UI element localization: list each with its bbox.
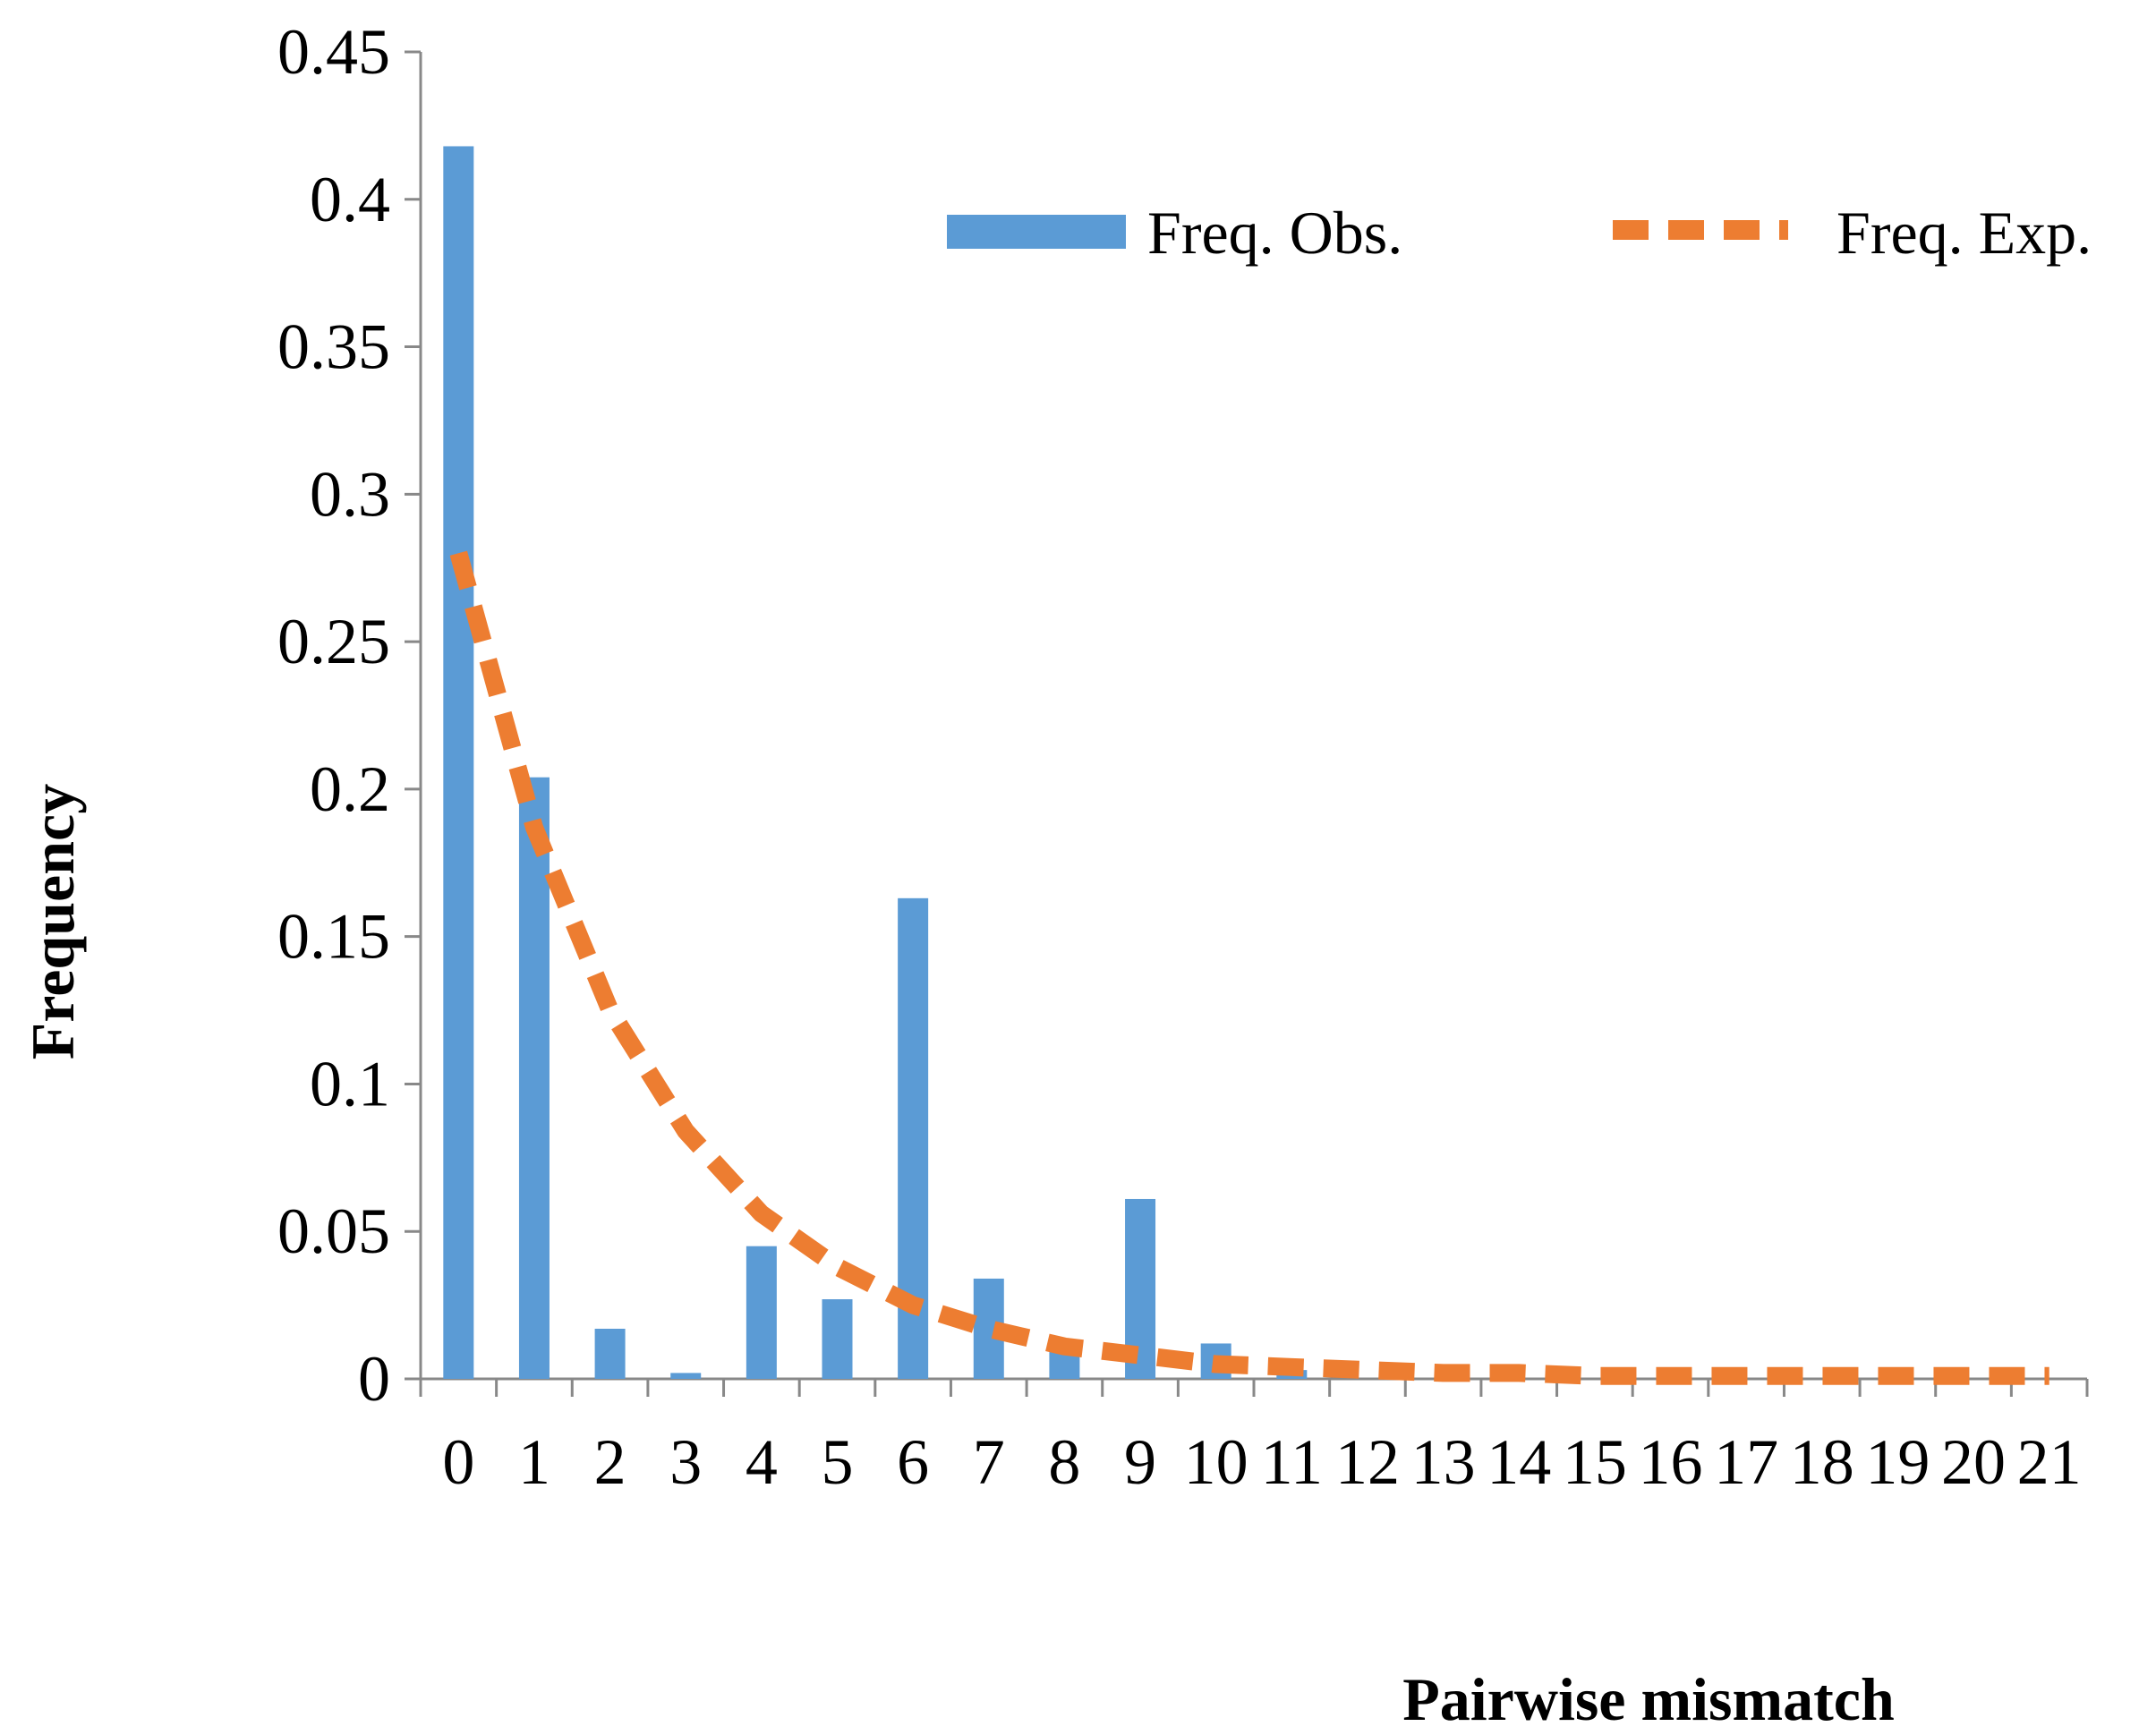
x-tick-label: 4 <box>746 1426 778 1498</box>
bar-observed <box>443 146 474 1380</box>
y-tick-label: 0.25 <box>277 606 390 677</box>
x-tick-label: 0 <box>442 1426 474 1498</box>
y-tick-label: 0 <box>358 1343 390 1415</box>
x-tick-label: 9 <box>1124 1426 1156 1498</box>
x-tick-label: 12 <box>1335 1426 1400 1498</box>
labels-layer: 00.050.10.150.20.250.30.350.40.450 1 2 3 4 5 6… <box>277 16 2082 1498</box>
y-tick-label: 0.35 <box>277 311 390 383</box>
x-tick-label: 18 <box>1790 1426 1854 1498</box>
y-tick-label: 0.05 <box>277 1195 390 1267</box>
bar-observed <box>746 1246 777 1379</box>
x-tick-label: 13 <box>1411 1426 1476 1498</box>
y-tick-label: 0.15 <box>277 901 390 973</box>
x-tick-label: 20 <box>1941 1426 2006 1498</box>
x-tick-label: 11 <box>1261 1426 1323 1498</box>
x-tick-label: 5 <box>822 1426 854 1498</box>
bar-observed <box>822 1299 853 1379</box>
series-line-expected <box>449 550 2049 1385</box>
y-tick-label: 0.2 <box>310 753 390 825</box>
bar-observed <box>670 1373 702 1379</box>
x-tick-label: 8 <box>1048 1426 1080 1498</box>
bars-layer <box>443 146 1308 1380</box>
x-tick-label: 15 <box>1563 1426 1627 1498</box>
legend-label-expected: Freq. Exp. <box>1836 199 2092 267</box>
y-tick-label: 0.3 <box>310 458 390 530</box>
x-tick-label: 2 <box>594 1426 626 1498</box>
x-tick-label: 10 <box>1184 1426 1248 1498</box>
x-tick-label: 17 <box>1714 1426 1778 1498</box>
legend-swatch-observed <box>947 215 1126 249</box>
x-tick-label: 7 <box>973 1426 1005 1498</box>
x-tick-label: 16 <box>1639 1426 1703 1498</box>
bar-observed <box>594 1328 626 1379</box>
x-tick-label: 14 <box>1487 1426 1551 1498</box>
x-tick-label: 6 <box>897 1426 929 1498</box>
legend-label-observed: Freq. Obs. <box>1147 199 1402 267</box>
legend: Freq. Obs. Freq. Exp. <box>947 199 2092 267</box>
y-tick-label: 0.4 <box>310 164 390 235</box>
bar-observed <box>518 777 550 1379</box>
x-tick-label: 21 <box>2017 1426 2082 1498</box>
x-tick-label: 19 <box>1865 1426 1930 1498</box>
expected-line-layer <box>449 550 2049 1385</box>
y-tick-label: 0.1 <box>310 1048 390 1119</box>
x-axis-title: Pairwise mismatch <box>1402 1665 1895 1731</box>
x-tick-label: 3 <box>669 1426 702 1498</box>
y-tick-label: 0.45 <box>277 16 390 88</box>
y-axis-title: Frequency <box>19 784 87 1060</box>
x-tick-label: 1 <box>518 1426 550 1498</box>
